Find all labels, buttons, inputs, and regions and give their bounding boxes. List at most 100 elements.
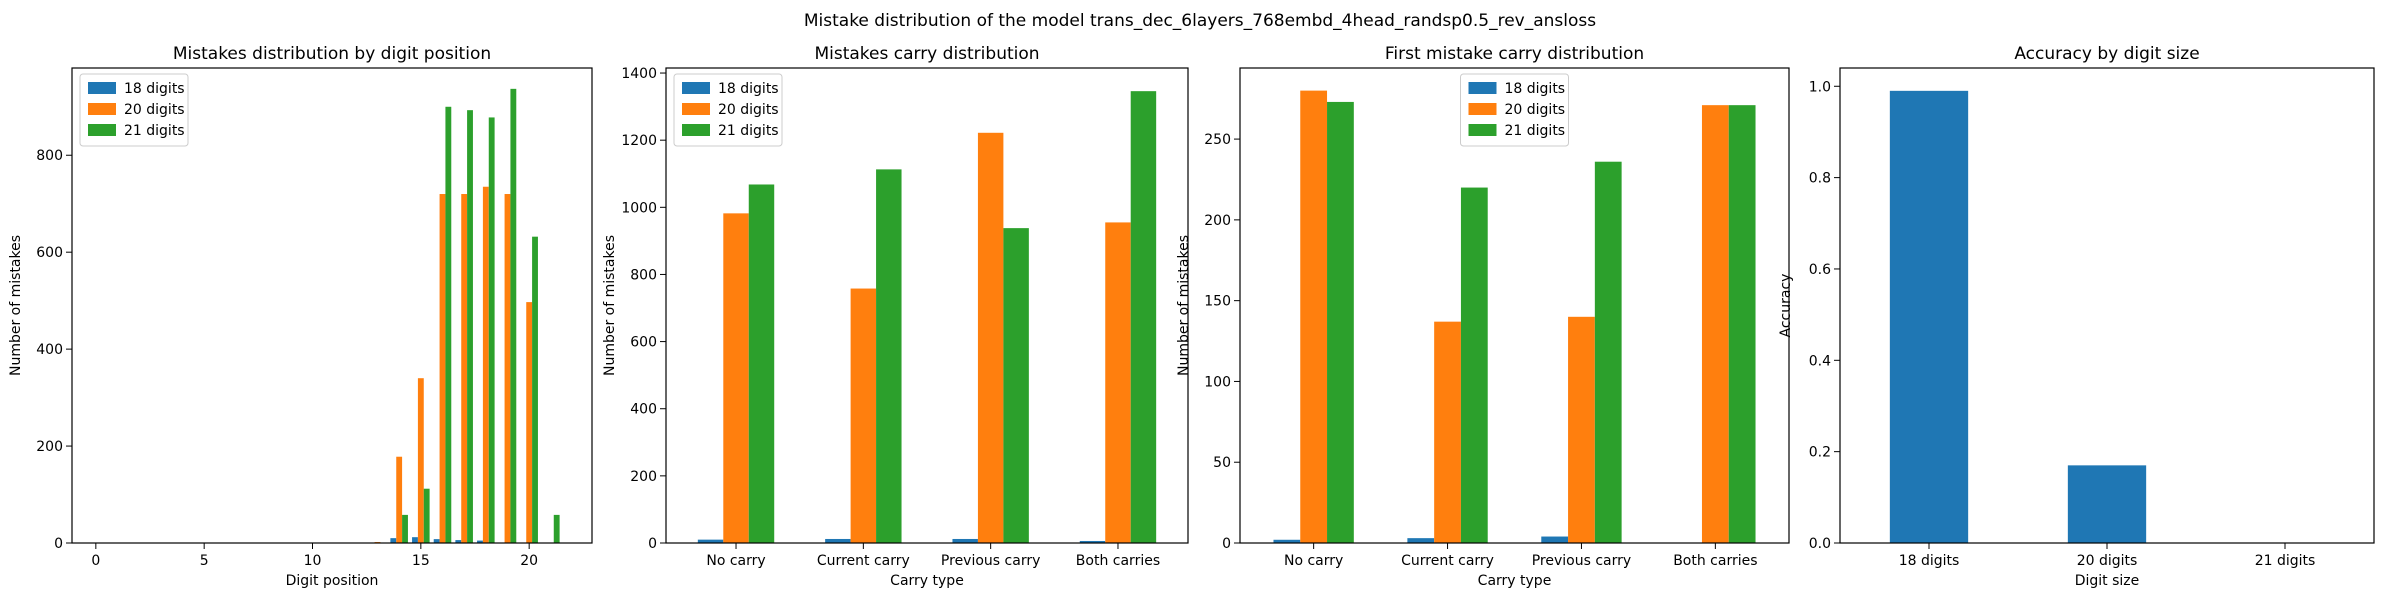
- bar-21-digits-pos-19: [510, 88, 517, 544]
- legend: 18 digits 20 digits 21 digits: [673, 73, 783, 147]
- x-tick-label: 0: [91, 553, 100, 569]
- y-tick-label: 800: [630, 267, 657, 283]
- legend-entry: 20 digits: [718, 102, 779, 118]
- legend-entry: 18 digits: [1505, 81, 1566, 97]
- x-tick-label: 18 digits: [1899, 553, 1960, 569]
- axes-frame: [1239, 67, 1790, 544]
- y-tick-label: 150: [1204, 294, 1231, 310]
- y-tick-label: 1200: [621, 133, 657, 149]
- chart-panel-2: Mistakes carry distribution No carry Curre…: [602, 44, 1189, 589]
- axes-frame: [1839, 67, 2375, 544]
- bar-20-digits-pos-18: [482, 186, 489, 543]
- bar-21-digits-previous-carry: [1003, 228, 1029, 544]
- bar-21-digits-no-carry: [1327, 101, 1354, 543]
- bar-20-digits-pos-14: [396, 456, 403, 543]
- bar-20-digits-pos-20: [526, 302, 533, 543]
- bar-accuracy-20-digits: [2067, 465, 2147, 543]
- y-tick-label: 0: [648, 536, 657, 552]
- legend-swatch: [1468, 103, 1497, 115]
- y-tick-label: 100: [1204, 374, 1231, 390]
- y-tick-label: 600: [630, 335, 657, 351]
- x-tick-label: 15: [412, 553, 430, 569]
- y-tick-label: 200: [1204, 213, 1231, 229]
- y-tick-label: 0.4: [1809, 353, 1831, 369]
- x-tick-label: Both carries: [1076, 553, 1160, 569]
- y-axis-label: Number of mistakes: [8, 235, 24, 376]
- bar-21-digits-pos-18: [488, 117, 495, 543]
- legend-entry: 20 digits: [1505, 102, 1566, 118]
- y-axis-label: Number of mistakes: [602, 235, 618, 376]
- bar-20-digits-current-carry: [1434, 321, 1461, 543]
- bar-18-digits-pos-16: [433, 539, 440, 543]
- y-tick-label: 50: [1213, 455, 1231, 471]
- bar-20-digits-previous-carry: [1568, 316, 1595, 543]
- bar-21-digits-pos-20: [532, 236, 538, 543]
- bar-18-digits-previous-carry: [952, 538, 978, 543]
- bar-20-digits-no-carry: [1300, 90, 1328, 543]
- bar-18-digits-both-carries: [1079, 540, 1106, 543]
- y-tick-label: 400: [36, 342, 63, 358]
- axes-frame: [665, 67, 1189, 544]
- y-tick-label: 1.0: [1809, 79, 1831, 95]
- bar-18-digits-pos-14: [390, 538, 397, 543]
- y-tick-label: 400: [630, 402, 657, 418]
- x-tick-label: 21 digits: [2255, 553, 2316, 569]
- y-tick-label: 200: [36, 439, 63, 455]
- x-tick-label: 10: [304, 553, 322, 569]
- legend-swatch: [1468, 124, 1497, 136]
- x-tick-label: Current carry: [817, 553, 910, 569]
- bar-21-digits-both-carries: [1728, 105, 1756, 544]
- y-tick-label: 250: [1204, 132, 1231, 148]
- legend-entry: 18 digits: [718, 81, 779, 97]
- bar-20-digits-no-carry: [723, 213, 749, 543]
- bar-20-digits-pos-17: [461, 194, 468, 544]
- bar-20-digits-pos-19: [504, 194, 511, 544]
- legend-entry: 21 digits: [1505, 123, 1566, 139]
- y-tick-label: 0.6: [1809, 262, 1831, 278]
- y-tick-label: 0.8: [1809, 171, 1831, 187]
- x-tick-label: 20: [520, 553, 538, 569]
- bar-21-digits-previous-carry: [1594, 161, 1622, 543]
- bar-20-digits-pos-16: [439, 194, 446, 544]
- bar-21-digits-both-carries: [1130, 91, 1157, 544]
- chart-title: Mistakes carry distribution: [814, 44, 1039, 64]
- y-tick-label: 600: [36, 245, 63, 261]
- chart-title: Accuracy by digit size: [2014, 44, 2199, 64]
- bar-21-digits-pos-17: [467, 110, 473, 543]
- bar-21-digits-pos-16: [445, 106, 452, 543]
- x-tick-label: No carry: [1284, 553, 1343, 569]
- bar-18-digits-no-carry: [1273, 539, 1301, 543]
- y-tick-label: 200: [630, 469, 657, 485]
- chart-panel-4: Accuracy by digit size 18 digits 20 digits…: [1778, 44, 2375, 589]
- legend-swatch: [682, 82, 710, 94]
- y-tick-label: 0: [1222, 536, 1231, 552]
- x-tick-label: Previous carry: [941, 553, 1040, 569]
- legend-swatch: [682, 124, 710, 136]
- y-axis-label: Accuracy: [1778, 274, 1794, 338]
- bar-18-digits-pos-17: [455, 540, 462, 543]
- chart-title: Mistakes distribution by digit position: [173, 44, 491, 64]
- x-axis-label: Digit position: [286, 573, 379, 589]
- x-tick-label: No carry: [706, 553, 765, 569]
- x-tick-label: Previous carry: [1532, 553, 1631, 569]
- legend-entry: 20 digits: [124, 102, 185, 118]
- bar-21-digits-no-carry: [748, 184, 775, 543]
- y-axis-label: Number of mistakes: [1176, 235, 1192, 376]
- x-tick-label: Current carry: [1401, 553, 1494, 569]
- bar-18-digits-previous-carry: [1541, 536, 1569, 543]
- bar-20-digits-both-carries: [1105, 222, 1131, 543]
- chart-title: First mistake carry distribution: [1385, 44, 1644, 64]
- bar-21-digits-current-carry: [1460, 187, 1488, 544]
- legend-entry: 18 digits: [124, 81, 185, 97]
- axes-frame: [71, 67, 593, 544]
- bar-20-digits-previous-carry: [977, 132, 1004, 544]
- legend-entry: 21 digits: [124, 123, 185, 139]
- bar-21-digits-pos-14: [402, 514, 408, 543]
- y-tick-label: 1000: [621, 200, 657, 216]
- y-tick-label: 0.0: [1809, 536, 1831, 552]
- bar-18-digits-pos-15: [412, 537, 418, 543]
- chart-panel-3: First mistake carry distribution No carry…: [1176, 44, 1790, 589]
- legend-swatch: [88, 82, 116, 94]
- figure-title: Mistake distribution of the model trans_…: [804, 11, 1596, 31]
